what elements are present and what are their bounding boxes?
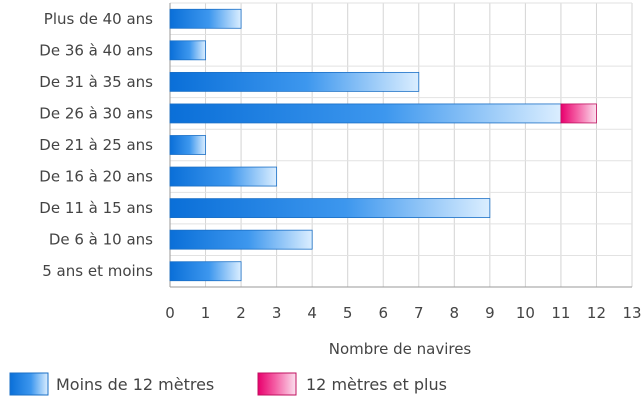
x-tick-label: 12	[587, 304, 606, 322]
bars-group	[169, 8, 597, 282]
x-tick-label: 4	[307, 304, 317, 322]
legend-label-12-plus: 12 mètres et plus	[306, 375, 447, 394]
x-tick-label: 3	[272, 304, 282, 322]
bar-moins-12	[169, 103, 562, 124]
x-tick-label: 13	[622, 304, 641, 322]
x-axis-title: Nombre de navires	[329, 340, 472, 358]
category-label: Plus de 40 ans	[44, 10, 153, 28]
x-tick-label: 0	[165, 304, 175, 322]
category-label: De 26 à 30 ans	[39, 104, 153, 122]
x-tick-label: 9	[485, 304, 495, 322]
category-label: De 36 à 40 ans	[39, 41, 153, 59]
bar-12-plus	[560, 103, 597, 124]
category-label: 5 ans et moins	[42, 262, 153, 280]
category-label: De 6 à 10 ans	[49, 231, 153, 249]
bar-moins-12	[169, 198, 491, 219]
bar-moins-12	[169, 40, 206, 61]
x-tick-label: 5	[343, 304, 353, 322]
category-label: De 16 à 20 ans	[39, 168, 153, 186]
legend: Moins de 12 mètres 12 mètres et plus	[9, 372, 447, 396]
bar-moins-12	[169, 8, 242, 29]
category-label: De 11 à 15 ans	[39, 199, 153, 217]
legend-swatch-moins-12	[9, 372, 49, 396]
category-label: De 21 à 25 ans	[39, 136, 153, 154]
legend-label-moins-12: Moins de 12 mètres	[56, 375, 214, 394]
category-labels: Plus de 40 ans De 36 à 40 ans De 31 à 35 a…	[39, 10, 153, 280]
x-tick-label: 7	[414, 304, 424, 322]
x-tick-labels: 0 1 2 3 4 5 6 7 8 9 10 11 12 13	[165, 304, 641, 322]
bar-moins-12	[169, 229, 313, 250]
bar-moins-12	[169, 166, 278, 187]
bar-moins-12	[169, 261, 242, 282]
category-label: De 31 à 35 ans	[39, 73, 153, 91]
bar-moins-12	[169, 135, 206, 155]
x-tick-label: 2	[236, 304, 246, 322]
bar-moins-12	[169, 71, 420, 92]
x-tick-label: 11	[551, 304, 570, 322]
x-tick-label: 10	[516, 304, 535, 322]
x-tick-label: 6	[378, 304, 388, 322]
legend-swatch-12-plus	[257, 372, 297, 396]
x-tick-label: 8	[450, 304, 460, 322]
x-tick-label: 1	[201, 304, 211, 322]
